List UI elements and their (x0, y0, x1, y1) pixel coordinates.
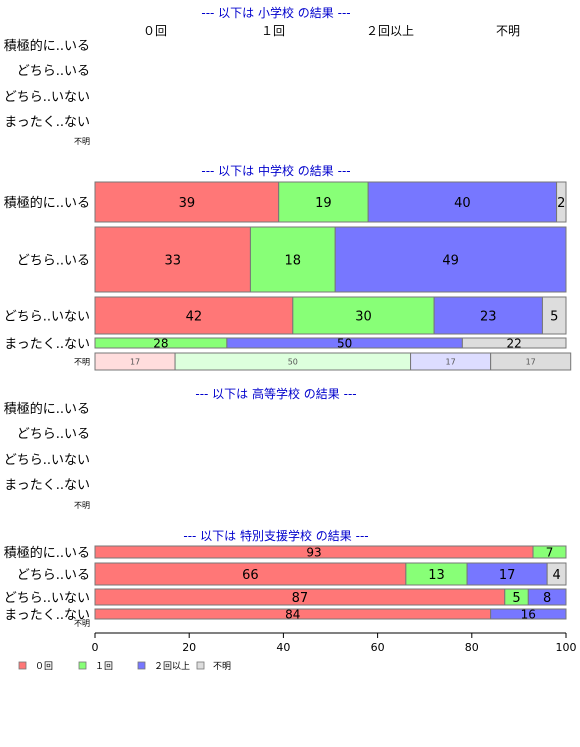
data-label: 2 (557, 196, 565, 211)
row-label: どちら..いる (17, 568, 90, 583)
row-label: 積極的に..いる (4, 401, 90, 417)
data-label: 87 (292, 591, 309, 606)
data-label: 50 (288, 358, 298, 367)
legend-label: ２回以上 (154, 661, 190, 672)
bar-segment-twice_plus (490, 608, 567, 620)
row-label: どちら..いる (17, 427, 90, 442)
row-label: どちら..いない (4, 310, 90, 325)
row-label: どちら..いない (4, 90, 90, 105)
section-title: --- 以下は 高等学校 の結果 --- (195, 386, 356, 401)
data-label: 84 (285, 608, 300, 622)
bar-segment-once (532, 545, 567, 559)
bar-segment-once (249, 226, 336, 293)
x-tick-label: 60 (371, 641, 385, 654)
data-label: 39 (179, 196, 196, 211)
row-label: どちら..いる (17, 64, 90, 79)
legend-swatch-unknown (196, 661, 205, 670)
data-label: 17 (499, 568, 516, 583)
bar-segment-twice_plus (334, 226, 567, 293)
bar-segment-unknown (461, 337, 567, 349)
data-label: 49 (442, 253, 459, 268)
data-label: 40 (454, 196, 471, 211)
section-title: --- 以下は 中学校 の結果 --- (201, 163, 350, 178)
bar-segment-once (292, 296, 435, 335)
header-label: 不明 (496, 24, 520, 38)
section-title: --- 以下は 小学校 の結果 --- (201, 5, 350, 20)
data-label: 17 (446, 358, 456, 367)
x-tick-label: 40 (276, 641, 290, 654)
legend-swatch-zero (18, 661, 27, 670)
data-label: 42 (186, 309, 203, 324)
bar-segment-zero (94, 296, 294, 335)
x-tick-label: 0 (92, 641, 99, 654)
data-label: 17 (130, 358, 140, 367)
row-label: まったく..ない (4, 478, 90, 493)
row-label-unknown: 不明 (74, 619, 90, 628)
row-label: 積極的に..いる (4, 545, 90, 561)
row-label: まったく..ない (4, 337, 90, 352)
data-label: 5 (550, 309, 558, 324)
legend-label: ０回 (35, 661, 53, 672)
row-label-unknown: 不明 (74, 501, 90, 510)
data-label: 93 (306, 546, 321, 560)
row-label: まったく..ない (4, 115, 90, 130)
header-label: ２回以上 (366, 24, 414, 38)
bar-segment-zero (94, 181, 280, 223)
row-label: まったく..ない (4, 608, 90, 623)
section-title: --- 以下は 特別支援学校 の結果 --- (183, 528, 368, 543)
bar-segment-twice_plus (527, 588, 567, 606)
data-label: 28 (153, 337, 168, 351)
row-label-unknown: 不明 (74, 137, 90, 146)
row-label: どちら..いない (4, 453, 90, 468)
bar-segment-twice_plus (367, 181, 558, 223)
bar-segment-unknown (541, 296, 567, 335)
bar-segment-unknown (546, 562, 567, 586)
row-label: 積極的に..いる (4, 38, 90, 54)
data-label: 18 (285, 253, 302, 268)
bar-segment-once (278, 181, 369, 223)
data-label: 4 (552, 568, 560, 583)
x-tick-label: 80 (465, 641, 479, 654)
data-label: 16 (521, 608, 536, 622)
data-label: 19 (315, 196, 332, 211)
data-label: 50 (337, 337, 352, 351)
data-label: 22 (507, 337, 522, 351)
header-label: １回 (261, 24, 285, 38)
bar-segment-unknown (490, 352, 572, 371)
bar-segment-unknown (556, 181, 567, 223)
data-label: 8 (543, 591, 551, 606)
x-tick-label: 20 (182, 641, 196, 654)
data-label: 5 (512, 591, 520, 606)
data-label: 13 (428, 568, 445, 583)
row-label: 積極的に..いる (4, 195, 90, 211)
data-label: 66 (242, 568, 259, 583)
bar-segment-twice_plus (433, 296, 543, 335)
data-label: 7 (546, 546, 554, 560)
row-label: どちら..いない (4, 591, 90, 606)
data-label: 17 (526, 358, 536, 367)
legend-label: １回 (95, 661, 113, 672)
data-label: 23 (480, 309, 497, 324)
x-tick-label: 100 (556, 641, 577, 654)
data-label: 30 (355, 309, 372, 324)
legend-swatch-once (78, 661, 87, 670)
row-label: どちら..いる (17, 254, 90, 269)
legend-label: 不明 (213, 661, 231, 672)
data-label: 33 (164, 253, 181, 268)
legend-swatch-twice_plus (137, 661, 146, 670)
header-label: ０回 (143, 24, 167, 38)
row-label-unknown: 不明 (74, 358, 90, 367)
